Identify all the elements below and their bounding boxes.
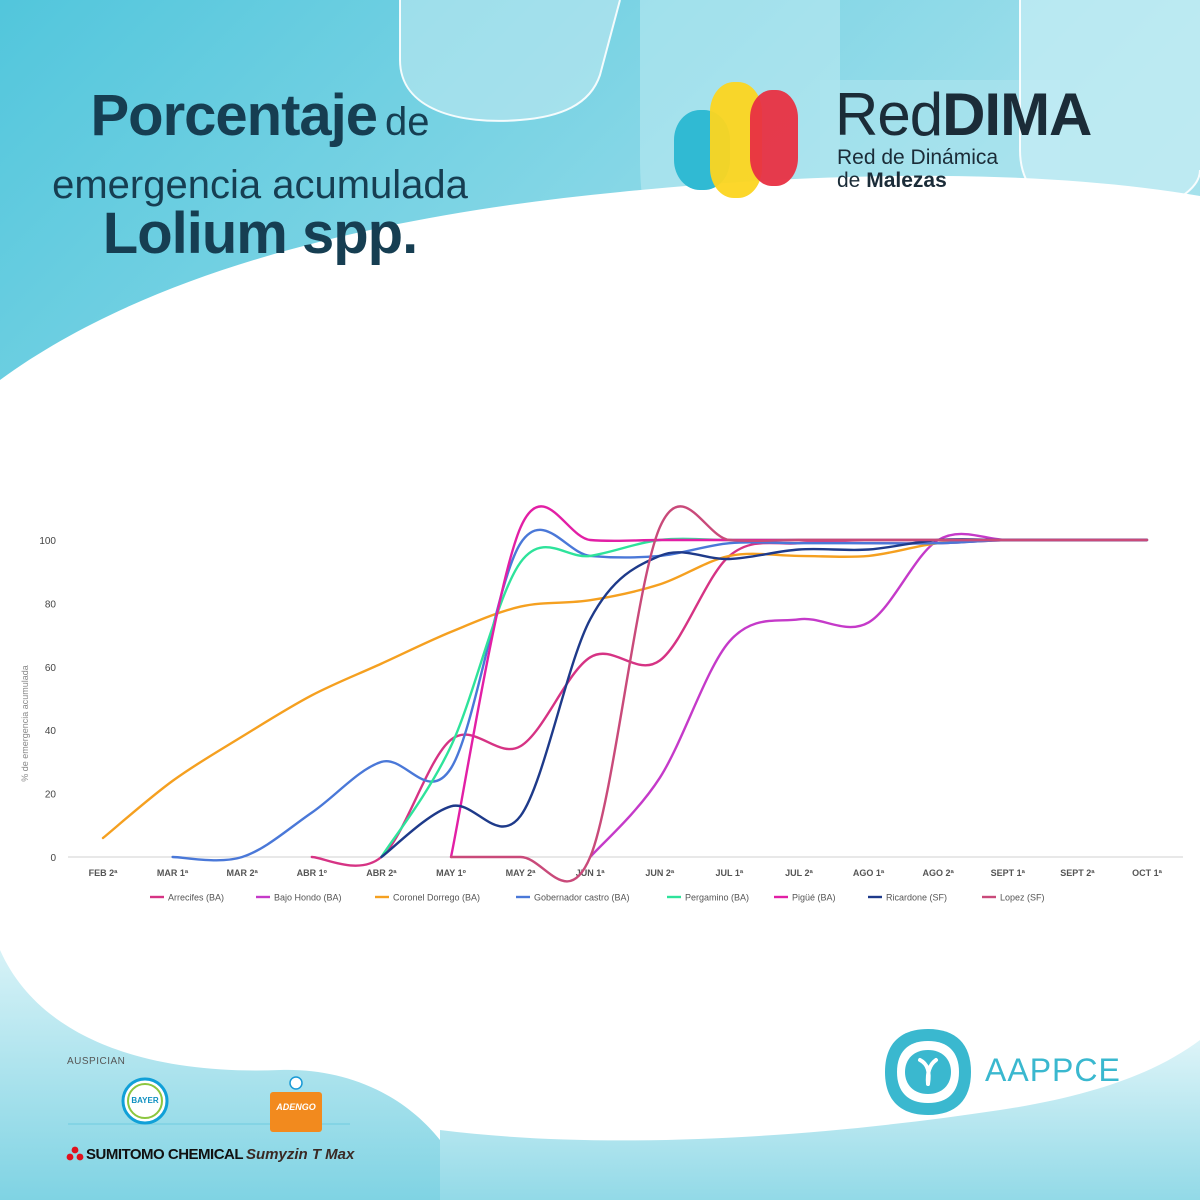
x-tick-label: AGO 1ª xyxy=(853,868,885,878)
brand-subtitle-line-1: Red de Dinámica xyxy=(837,146,999,169)
page-title-line-1: Porcentaje de xyxy=(0,82,520,149)
y-tick-label: 40 xyxy=(45,726,57,737)
adengo-logo-icon xyxy=(270,1076,322,1132)
aappce-logo-icon xyxy=(885,1029,971,1115)
x-tick-label: FEB 2ª xyxy=(89,868,119,878)
brand-subtitle-line-2: de Malezas xyxy=(837,169,998,192)
y-tick-label: 80 xyxy=(45,599,57,610)
bayer-logo-text: BAYER xyxy=(131,1096,159,1105)
legend-label: Gobernador castro (BA) xyxy=(534,893,630,903)
series-line-3 xyxy=(171,528,1149,862)
y-tick-label: 0 xyxy=(50,853,56,864)
logo-shape-yellow xyxy=(710,82,762,198)
logo-shape-red xyxy=(750,90,798,186)
x-tick-label: JUL 1ª xyxy=(716,868,744,878)
legend-label: Coronel Dorrego (BA) xyxy=(393,893,480,903)
series-line-5 xyxy=(449,505,1149,859)
series-line-0 xyxy=(310,538,1149,867)
legend-label: Arrecifes (BA) xyxy=(168,893,224,903)
title-bold: Porcentaje xyxy=(90,83,378,148)
brand-subtitle: Red de Dinámica de Malezas xyxy=(837,146,998,192)
x-tick-label: ABR 2ª xyxy=(366,868,397,878)
x-tick-label: OCT 1ª xyxy=(1132,868,1163,878)
brand-name-bold: DIMA xyxy=(942,81,1092,148)
y-tick-label: 20 xyxy=(45,790,57,801)
x-tick-label: MAR 2ª xyxy=(227,868,259,878)
x-tick-label: ABR 1º xyxy=(297,868,328,878)
adengo-logo-text: ADENGO xyxy=(276,1102,316,1112)
x-tick-label: JUN 2ª xyxy=(645,868,675,878)
page-title-line-2: emergencia acumulada xyxy=(52,163,468,207)
y-axis-label: % de emergencia acumulada xyxy=(20,665,30,782)
y-tick-label: 60 xyxy=(45,663,57,674)
legend-label: Pigüé (BA) xyxy=(792,893,836,903)
y-tick-label: 100 xyxy=(39,536,56,547)
x-tick-label: SEPT 1ª xyxy=(991,868,1026,878)
sumitomo-logo-text: SUMITOMO CHEMICAL xyxy=(86,1146,244,1163)
legend-label: Lopez (SF) xyxy=(1000,893,1045,903)
brand-name-light: Red xyxy=(835,81,943,148)
page-title-line-3: Lolium spp. xyxy=(102,201,418,266)
aappce-org-name: AAPPCE xyxy=(985,1052,1121,1088)
reddima-logo-icon xyxy=(674,82,798,198)
series-line-6 xyxy=(380,538,1149,859)
series-line-4 xyxy=(380,537,1149,859)
legend-label: Pergamino (BA) xyxy=(685,893,749,903)
series-line-1 xyxy=(589,532,1149,859)
x-tick-label: SEPT 2ª xyxy=(1060,868,1095,878)
legend-label: Bajo Hondo (BA) xyxy=(274,893,342,903)
x-tick-label: JUN 1ª xyxy=(576,868,606,878)
bayer-logo-icon xyxy=(121,1077,169,1125)
legend-label: Ricardone (SF) xyxy=(886,893,947,903)
brand-subtitle-bold: Malezas xyxy=(866,169,947,192)
x-tick-label: MAR 1ª xyxy=(157,868,189,878)
sumyzin-logo-text: Sumyzin T Max xyxy=(246,1146,355,1163)
brand-subtitle-prefix: de xyxy=(837,169,861,192)
x-tick-label: JUL 2ª xyxy=(785,868,813,878)
sponsors-label: AUSPICIAN xyxy=(67,1056,126,1067)
brand-name: RedDIMA xyxy=(835,80,1092,149)
x-tick-label: MAY 2ª xyxy=(506,868,537,878)
sumitomo-logo-icon xyxy=(66,1146,84,1161)
title-connector: de xyxy=(385,100,430,144)
x-tick-label: MAY 1º xyxy=(436,868,467,878)
series-line-7 xyxy=(449,505,1149,883)
emergence-line-chart: 0 20 40 60 80 100 % de emergencia acumulada FEB… xyxy=(20,505,1183,903)
x-tick-label: AGO 2ª xyxy=(923,868,955,878)
